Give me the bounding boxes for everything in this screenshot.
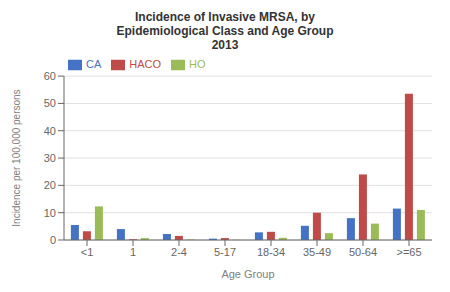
svg-text:35-49: 35-49 xyxy=(303,246,331,258)
svg-text:Incidence per 100,000 persons: Incidence per 100,000 persons xyxy=(11,89,22,226)
html-text:Incidence of Invasive MRSA, by: Incidence of Invasive MRSA, by xyxy=(135,10,315,24)
html-text:2013: 2013 xyxy=(211,38,239,52)
svg-text:1: 1 xyxy=(130,246,136,258)
svg-text:>=65: >=65 xyxy=(396,246,421,258)
html-text:HACO: HACO xyxy=(129,58,162,70)
svg-text:60: 60 xyxy=(44,70,56,82)
svg-text:<1: <1 xyxy=(81,246,94,258)
svg-text:50-64: 50-64 xyxy=(349,246,377,258)
html-text:Epidemiological Class and Age: Epidemiological Class and Age Group xyxy=(116,24,334,38)
svg-text:30: 30 xyxy=(44,152,56,164)
svg-text:20: 20 xyxy=(44,179,56,191)
svg-text:10: 10 xyxy=(44,207,56,219)
svg-text:0: 0 xyxy=(50,234,56,246)
svg-text:Age Group: Age Group xyxy=(221,268,274,280)
html-text:HO: HO xyxy=(189,58,206,70)
svg-text:5-17: 5-17 xyxy=(214,246,236,258)
svg-text:18-34: 18-34 xyxy=(257,246,285,258)
svg-text:50: 50 xyxy=(44,97,56,109)
svg-text:2-4: 2-4 xyxy=(171,246,187,258)
html-text:CA: CA xyxy=(86,58,102,70)
svg-text:40: 40 xyxy=(44,125,56,137)
